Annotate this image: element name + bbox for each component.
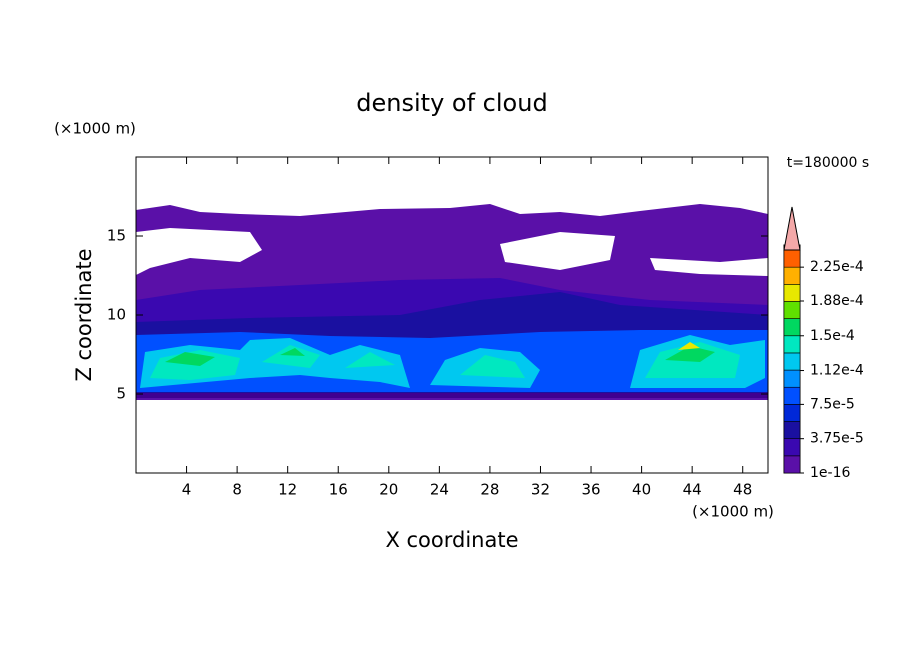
x-tick-label: 8 bbox=[232, 481, 242, 499]
colorbar-band bbox=[783, 404, 801, 422]
colorbar-band bbox=[783, 352, 801, 371]
x-tick-label: 32 bbox=[531, 481, 550, 499]
y-axis-label: Z coordinate bbox=[72, 248, 96, 381]
colorbar-band bbox=[783, 318, 801, 337]
x-tick-label: 48 bbox=[733, 481, 752, 499]
colorbar-band bbox=[783, 455, 801, 474]
time-annotation: t=180000 s bbox=[787, 155, 869, 171]
chart-title: density of cloud bbox=[356, 89, 547, 117]
colorbar-tick-label: 1e-16 bbox=[810, 465, 850, 481]
colorbar-extend bbox=[783, 206, 801, 251]
contour-gap bbox=[650, 258, 768, 276]
x-tick-label: 28 bbox=[480, 481, 499, 499]
x-tick-label: 40 bbox=[632, 481, 651, 499]
colorbar-tick-label: 7.5e-5 bbox=[810, 396, 855, 412]
x-tick-label: 20 bbox=[379, 481, 398, 499]
y-tick-label: 5 bbox=[116, 385, 126, 403]
contour-gap bbox=[136, 228, 262, 275]
colorbar-band bbox=[783, 335, 801, 354]
y-unit: (×1000 m) bbox=[54, 120, 136, 138]
contour-field bbox=[136, 204, 768, 400]
x-tick-label: 44 bbox=[683, 481, 702, 499]
colorbar-band bbox=[783, 369, 801, 388]
x-tick-label: 16 bbox=[329, 481, 348, 499]
y-tick-label: 15 bbox=[107, 227, 126, 245]
colorbar-tick-label: 1.88e-4 bbox=[810, 293, 864, 309]
colorbar-band bbox=[783, 284, 801, 302]
y-tick-label: 10 bbox=[107, 306, 126, 324]
contour-region bbox=[136, 393, 768, 398]
colorbar-band bbox=[783, 249, 801, 268]
x-tick-label: 36 bbox=[581, 481, 600, 499]
colorbar-band bbox=[783, 301, 801, 319]
colorbar-band bbox=[783, 266, 801, 285]
contour-gap bbox=[500, 232, 615, 270]
contour-region bbox=[678, 342, 700, 350]
colorbar-band bbox=[783, 421, 801, 439]
colorbar-tick-label: 2.25e-4 bbox=[810, 259, 864, 275]
colorbar-band bbox=[783, 386, 801, 405]
x-axis-label: X coordinate bbox=[385, 528, 518, 552]
x-tick-label: 12 bbox=[278, 481, 297, 499]
x-tick-label: 24 bbox=[430, 481, 449, 499]
colorbar-tick-label: 3.75e-5 bbox=[810, 431, 864, 447]
x-unit: (×1000 m) bbox=[692, 503, 774, 521]
x-tick-label: 4 bbox=[182, 481, 192, 499]
colorbar-tick-label: 1.12e-4 bbox=[810, 363, 864, 379]
colorbar-band bbox=[783, 438, 801, 457]
colorbar-tick-label: 1.5e-4 bbox=[810, 328, 855, 344]
